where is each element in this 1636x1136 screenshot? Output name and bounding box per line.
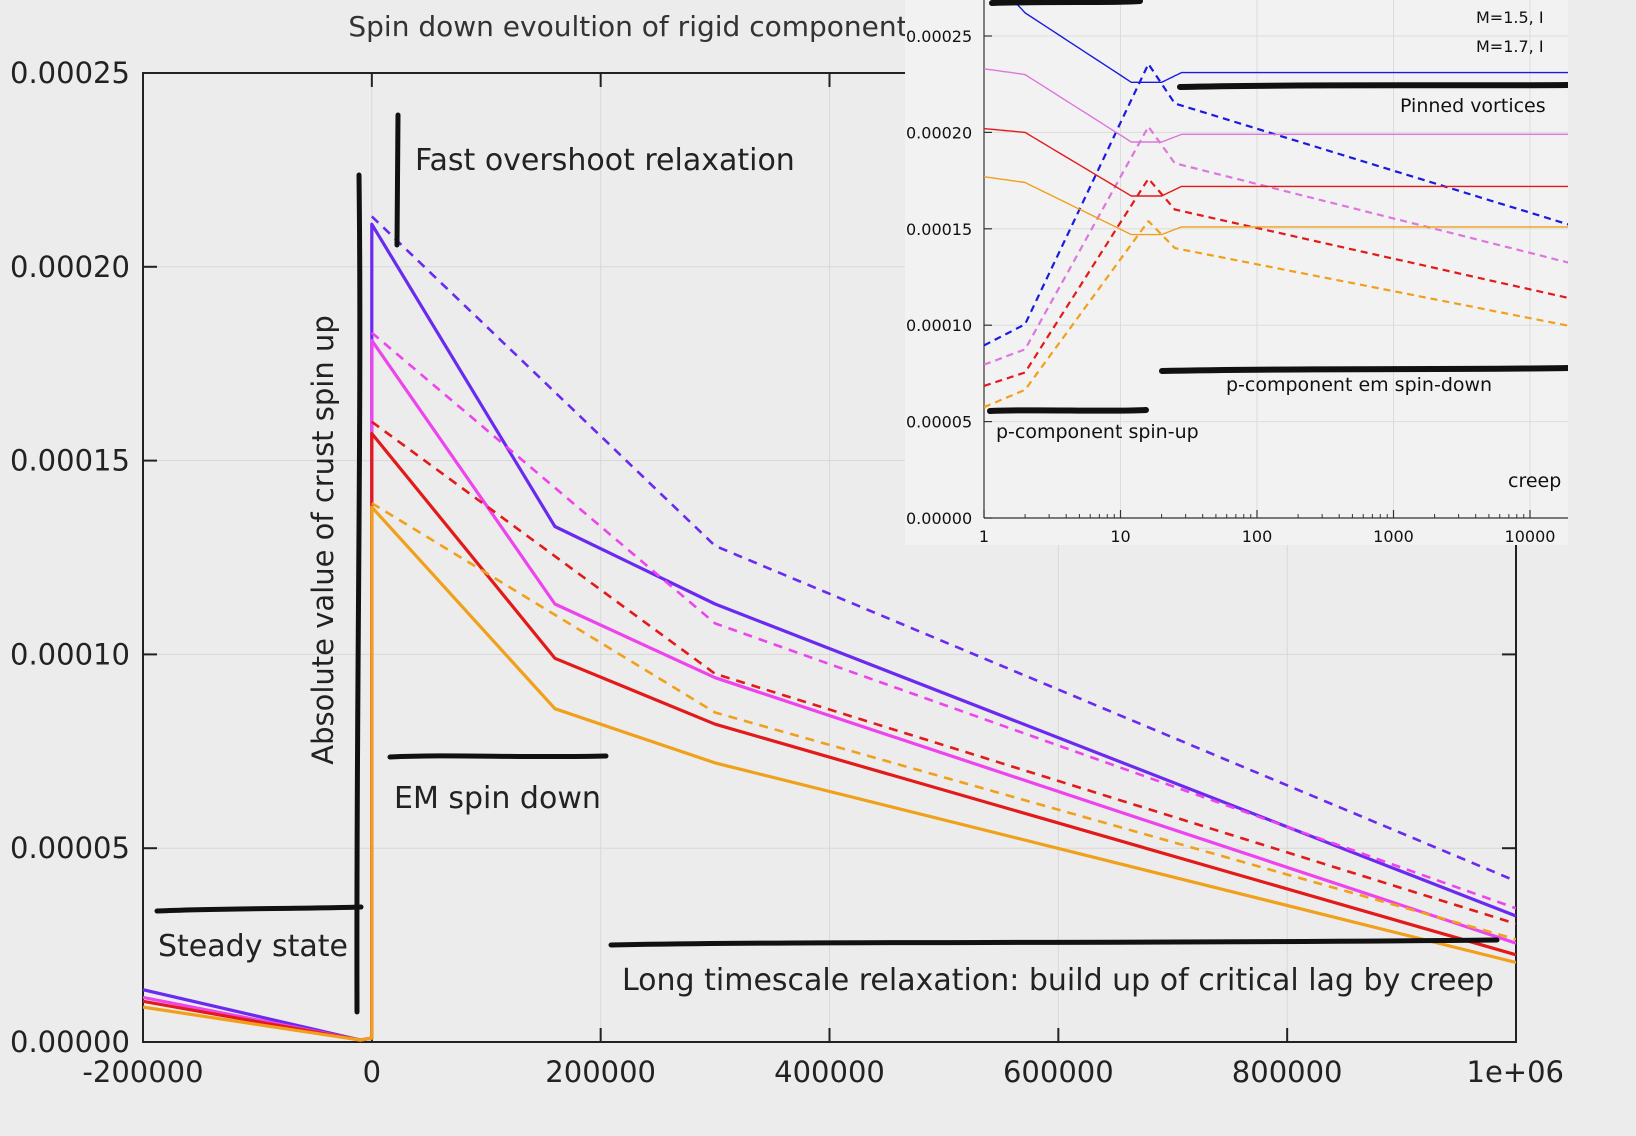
main-y-tick-label: 0.00025 xyxy=(10,56,130,90)
em-spin-down-marker-stroke xyxy=(387,753,609,760)
inset-y-tick-label: 0.00020 xyxy=(906,123,972,142)
chart-canvas: Spin down evoultion of rigid component 0… xyxy=(10,0,1568,1089)
inset-series-group xyxy=(984,0,1568,409)
main-series-line-4 xyxy=(370,331,1516,910)
inset-series-line-5 xyxy=(984,127,1568,197)
main-series-group xyxy=(143,215,1516,1042)
inset-x-tick-label: 10 xyxy=(1110,527,1130,546)
annotation-creep: creep xyxy=(1508,470,1561,492)
annotation-long-timescale: Long timescale relaxation: build up of c… xyxy=(622,963,1494,998)
main-x-tick-label: 1e+06 xyxy=(1467,1055,1565,1089)
p-spin-up-marker-stroke xyxy=(987,407,1149,414)
main-series-line-7 xyxy=(143,505,1516,1042)
main-y-axis-label: Absolute value of crust spin up xyxy=(306,315,340,764)
main-x-tick-label: 0 xyxy=(363,1055,381,1089)
annotation-fast-overshoot: Fast overshoot relaxation xyxy=(415,143,795,178)
inset-series-line-4 xyxy=(984,125,1568,366)
relaxation-marker-stroke xyxy=(608,937,1500,948)
inset-y-tick-label: 0.00015 xyxy=(906,220,972,239)
annotation-p-component-spin-up: p-component spin-up xyxy=(996,421,1199,443)
inset-background xyxy=(905,0,1568,545)
inset-series-line-6 xyxy=(984,177,1568,387)
inset-series-line-1 xyxy=(1012,0,1568,84)
main-series-line-8 xyxy=(371,502,1516,941)
main-x-axis: -200000 0 200000 400000 600000 800000 1e+06 xyxy=(82,73,1564,1089)
main-x-tick-label: -200000 xyxy=(82,1055,203,1089)
inset-y-tick-label: 0.00005 xyxy=(906,413,972,432)
inset-x-axis: 1 10 100 1000 10000 xyxy=(979,510,1556,546)
main-x-tick-label: 800000 xyxy=(1232,1055,1343,1089)
annotation-em-spin-down: EM spin down xyxy=(394,781,601,816)
annotation-p-component-em-spin-down: p-component em spin-down xyxy=(1226,374,1492,396)
inset-y-tick-label: 0.00025 xyxy=(906,27,972,46)
inset-y-axis: 0.00000 0.00005 0.00010 0.00015 0.00020 0.000… xyxy=(906,27,992,528)
main-y-tick-label: 0.00020 xyxy=(10,250,130,284)
inset-series-line-2 xyxy=(984,62,1568,347)
inset-series-line-7 xyxy=(984,176,1568,236)
inset-x-tick-label: 1 xyxy=(979,527,989,546)
inset-x-tick-label: 100 xyxy=(1242,527,1273,546)
inset-y-tick-label: 0.00000 xyxy=(906,509,972,528)
main-x-tick-label: 400000 xyxy=(774,1055,885,1089)
main-chart: Spin down evoultion of rigid component 0… xyxy=(10,10,1564,1089)
overshoot-marker-stroke xyxy=(394,112,401,248)
steady-state-marker-stroke xyxy=(154,904,364,914)
inset-x-tick-label: 1000 xyxy=(1373,527,1414,546)
main-y-tick-label: 0.00010 xyxy=(10,637,130,671)
main-x-tick-label: 200000 xyxy=(545,1055,656,1089)
main-chart-title: Spin down evoultion of rigid component xyxy=(348,10,907,43)
inset-top-marker-stroke xyxy=(989,0,1143,6)
inset-legend-entry-2: M=1.7, I xyxy=(1476,37,1544,56)
inset-series-line-3 xyxy=(984,68,1568,143)
main-y-tick-label: 0.00015 xyxy=(10,444,130,478)
p-em-spin-down-marker-stroke xyxy=(1159,365,1568,374)
annotation-pinned-vortices: Pinned vortices xyxy=(1400,95,1546,117)
inset-legend-entry-1: M=1.5, I xyxy=(1476,8,1544,27)
annotation-steady-state: Steady state xyxy=(158,929,348,964)
spin-up-marker-stroke xyxy=(354,172,363,1015)
inset-series-line-8 xyxy=(984,220,1568,409)
inset-y-tick-label: 0.00010 xyxy=(906,316,972,335)
main-y-axis: 0.00000 0.00005 0.00010 0.00015 0.00020 0.000… xyxy=(10,56,1516,1059)
pinned-vortices-marker-stroke xyxy=(1177,82,1568,90)
inset-x-tick-label: 10000 xyxy=(1505,527,1556,546)
main-y-tick-label: 0.00005 xyxy=(10,831,130,865)
main-y-tick-label: 0.00000 xyxy=(10,1025,130,1059)
inset-chart: 0.00000 0.00005 0.00010 0.00015 0.00020 0.000… xyxy=(905,0,1568,546)
main-x-tick-label: 600000 xyxy=(1003,1055,1114,1089)
